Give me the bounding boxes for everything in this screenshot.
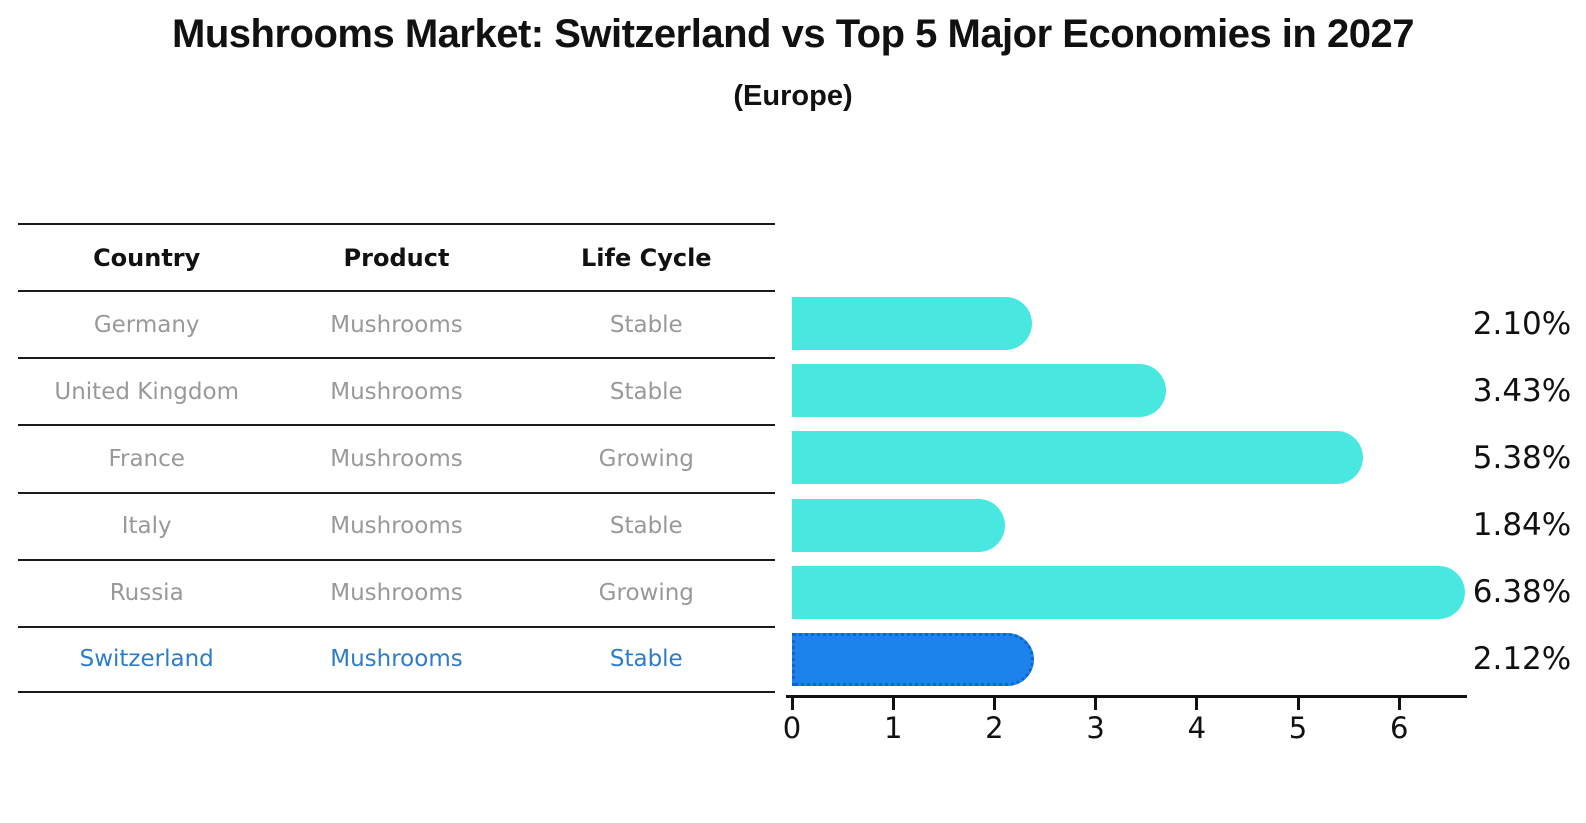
bar-russia — [792, 565, 1465, 619]
cell-life-cycle: Growing — [598, 580, 694, 607]
bar-switzerland-highlighted — [792, 632, 1034, 686]
x-axis-tick — [1195, 697, 1199, 710]
bar-france — [792, 431, 1364, 485]
value-label-switzerland: 2.12% — [1472, 641, 1572, 678]
value-label-italy: 1.84% — [1472, 507, 1572, 544]
chart-subtitle: (Europe) — [733, 80, 853, 112]
table-row-france: France Mushrooms Growing — [18, 424, 775, 491]
x-axis-tick-label: 1 — [883, 711, 903, 745]
cell-product: Mushrooms — [330, 445, 463, 472]
cell-product: Mushrooms — [330, 580, 463, 607]
country-table: Country Product Life Cycle Germany Mushrooms… — [18, 223, 775, 693]
value-label-germany: 2.10% — [1472, 305, 1572, 342]
header-cell-product: Product — [343, 243, 450, 272]
cell-life-cycle: Stable — [609, 378, 683, 405]
table-row-switzerland: Switzerland Mushrooms Stable — [18, 625, 775, 693]
table-row-russia: Russia Mushrooms Growing — [18, 558, 775, 626]
x-axis-tick-label: 0 — [782, 711, 802, 745]
table-row-united-kingdom: United Kingdom Mushrooms Stable — [18, 357, 775, 424]
x-axis-tick — [790, 697, 794, 710]
cell-product: Mushrooms — [330, 513, 463, 540]
cell-product: Mushrooms — [330, 646, 463, 673]
x-axis-tick — [1397, 697, 1401, 710]
cell-country: France — [108, 445, 185, 472]
x-axis-tick-label: 3 — [1086, 711, 1105, 745]
header-cell-country: Country — [93, 243, 201, 272]
table-row-italy: Italy Mushrooms Stable — [18, 491, 775, 559]
x-axis-line — [786, 695, 1467, 698]
x-axis-tick — [891, 697, 895, 710]
cell-country: Italy — [121, 513, 172, 540]
x-axis-tick — [1094, 697, 1098, 710]
cell-product: Mushrooms — [330, 378, 463, 405]
cell-life-cycle: Growing — [598, 445, 694, 472]
cell-life-cycle: Stable — [609, 646, 683, 673]
cell-life-cycle: Stable — [609, 311, 683, 338]
value-label-russia: 6.38% — [1472, 574, 1572, 611]
cell-life-cycle: Stable — [609, 513, 683, 540]
value-label-united-kingdom: 3.43% — [1472, 372, 1572, 409]
x-axis-tick-label: 2 — [985, 711, 1004, 745]
header-cell-life-cycle: Life Cycle — [581, 243, 712, 272]
value-label-france: 5.38% — [1472, 439, 1572, 476]
cell-country: Germany — [93, 311, 200, 338]
cell-country: Switzerland — [79, 646, 214, 673]
cell-country: United Kingdom — [54, 378, 239, 405]
x-axis-tick — [1296, 697, 1300, 710]
x-axis-tick-label: 5 — [1288, 711, 1308, 745]
bar-united-kingdom — [792, 364, 1167, 418]
bar-germany — [792, 297, 1032, 351]
chart-title: Mushrooms Market: Switzerland vs Top 5 M… — [172, 12, 1414, 56]
cell-product: Mushrooms — [330, 311, 463, 338]
bar-italy — [792, 498, 1006, 552]
x-axis-tick-label: 6 — [1389, 711, 1409, 745]
cell-country: Russia — [109, 580, 184, 607]
x-axis-tick-label: 4 — [1187, 711, 1207, 745]
table-header-row: Country Product Life Cycle — [18, 223, 775, 290]
x-axis-tick — [992, 697, 996, 710]
table-row-germany: Germany Mushrooms Stable — [18, 290, 775, 357]
